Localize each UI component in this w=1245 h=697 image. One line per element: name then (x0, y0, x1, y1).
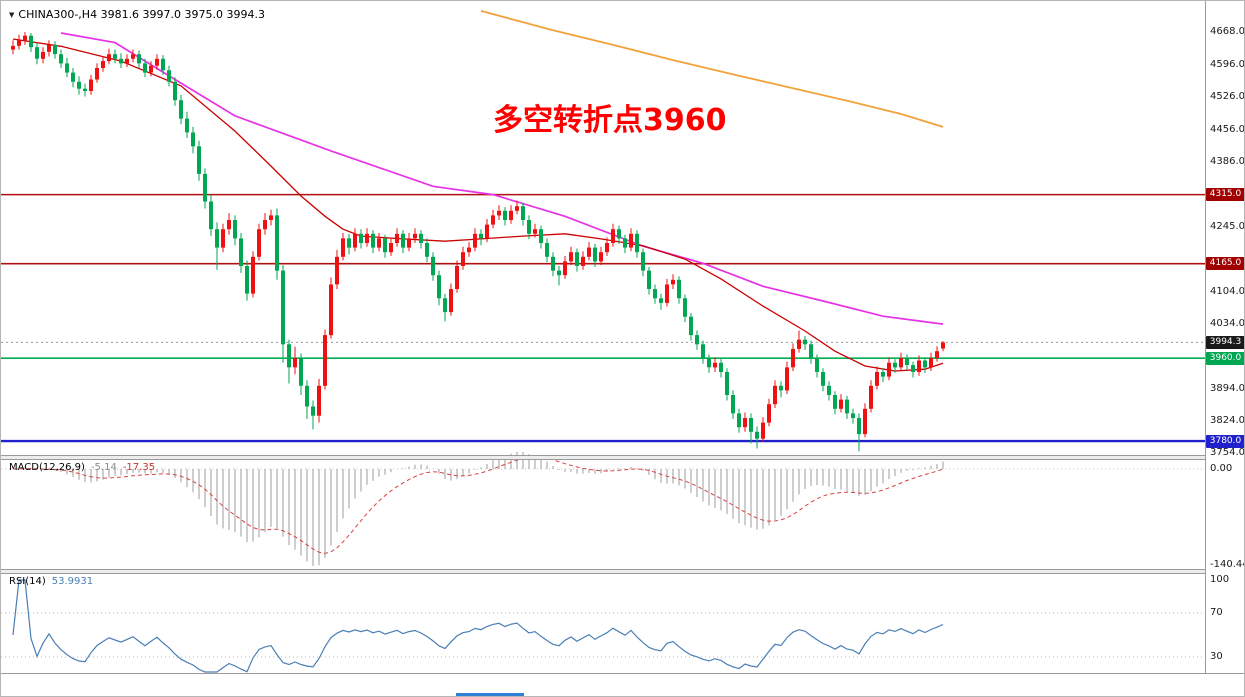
time-axis[interactable]: 17 Feb 202223 Feb 01:301 Mar 01:307 Mar … (1, 673, 1244, 696)
price-axis-tick: 4104.0 (1210, 286, 1245, 297)
macd-histogram (18, 451, 944, 566)
rsi-value: 53.9931 (51, 576, 94, 587)
bottom-blue-sliver (456, 693, 524, 696)
price-axis-tick: 4456.0 (1210, 124, 1245, 135)
price-axis-tick: 4245.0 (1210, 221, 1245, 232)
macd-signal-value: -17.35 (122, 462, 156, 473)
rsi-axis-tick: 30 (1210, 651, 1223, 662)
price-level-badge: 3994.3 (1206, 336, 1244, 349)
price-level-badge: 3960.0 (1206, 352, 1244, 365)
horizontal-level-lines (1, 193, 1205, 443)
macd-indicator-label: MACD(12,26,9) -5.14 -17.35 (9, 462, 155, 473)
symbol-ohlc-header: ▼ CHINA300-,H4 3981.6 3997.0 3975.0 3994.… (9, 8, 265, 21)
rsi-axis-tick: 100 (1210, 574, 1230, 585)
macd-main-value: -5.14 (90, 462, 117, 473)
symbol-ohlc-text: CHINA300-,H4 3981.6 3997.0 3975.0 3994.3 (18, 8, 266, 21)
price-axis-tick: 4526.0 (1210, 91, 1245, 102)
rsi-indicator-label: RSI(14) 53.9931 (9, 576, 93, 587)
price-axis-tick: 4668.0 (1210, 26, 1245, 37)
ma-fast-red (12, 38, 944, 372)
price-level-badge: 4315.0 (1206, 188, 1244, 201)
panel-separator-macd[interactable] (1, 455, 1205, 460)
price-axis-tick: 4034.0 (1210, 318, 1245, 329)
chart-annotation: 多空转折点3960 (493, 103, 727, 138)
macd-axis-tick: 0.00 (1210, 463, 1233, 474)
symbol-dropdown-icon: ▼ (9, 11, 15, 19)
candles (11, 32, 945, 452)
macd-label-name: MACD(12,26,9) (9, 462, 85, 473)
price-axis-tick: 3894.0 (1210, 383, 1245, 394)
price-level-badge: 4165.0 (1206, 257, 1244, 270)
rsi-line (12, 579, 944, 673)
macd-axis-tick: -140.44 (1210, 559, 1245, 570)
macd-signal-line (12, 456, 944, 554)
price-axis-tick: 4386.0 (1210, 156, 1245, 167)
rsi-level-lines (1, 612, 1205, 658)
rsi-label-name: RSI(14) (9, 576, 46, 587)
price-axis-separator-line (1205, 1, 1206, 673)
rsi-axis-tick: 70 (1210, 607, 1223, 618)
price-axis-tick: 3754.0 (1210, 447, 1245, 458)
panel-separator-rsi[interactable] (1, 569, 1205, 574)
price-axis-tick: 4596.0 (1210, 59, 1245, 70)
ma-long-orange (480, 10, 944, 128)
price-axis-tick: 3824.0 (1210, 415, 1245, 426)
price-level-badge: 3780.0 (1206, 435, 1244, 448)
ma-slow-magenta (60, 32, 944, 325)
